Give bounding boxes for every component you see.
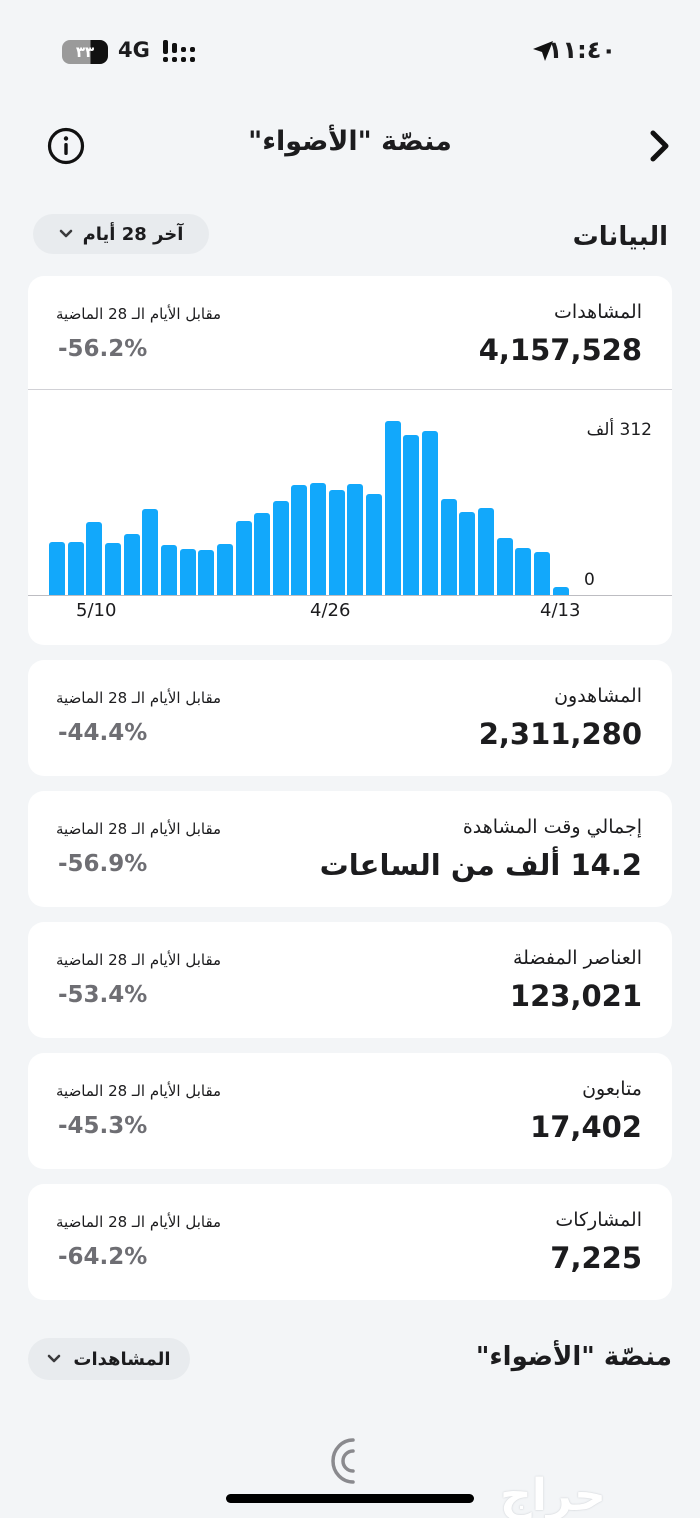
chart-bar[interactable]: [496, 538, 513, 595]
signal-icon: [163, 40, 195, 62]
chart-bar[interactable]: [67, 542, 84, 595]
chart-bar[interactable]: [272, 501, 289, 595]
chart-bar[interactable]: [347, 484, 364, 595]
compare-label: مقابل الأيام الـ 28 الماضية: [56, 689, 222, 707]
compare-label: مقابل الأيام الـ 28 الماضية: [56, 305, 222, 323]
metric-selector-button[interactable]: المشاهدات: [28, 1338, 190, 1380]
loading-spinner-icon: [331, 1438, 355, 1484]
metric-value: 4,157,528: [478, 333, 642, 367]
chart-bar[interactable]: [515, 548, 532, 595]
compare-label: مقابل الأيام الـ 28 الماضية: [56, 951, 222, 969]
x-tick-label: 5/10: [76, 600, 117, 621]
metric-card-views[interactable]: المشاهدات 4,157,528 مقابل الأيام الـ 28 …: [28, 276, 672, 645]
change-percent: -53.4%: [58, 982, 148, 1008]
status-time: ١١:٤٠: [547, 36, 616, 64]
section-title-data: البيانات: [572, 222, 668, 252]
period-selector-label: آخر 28 أيام: [82, 223, 184, 245]
chart-bar[interactable]: [477, 508, 494, 595]
chart-bar[interactable]: [235, 521, 252, 595]
metric-label: إجمالي وقت المشاهدة: [462, 816, 642, 838]
chart-bar[interactable]: [291, 485, 308, 595]
watermark-logo: حراج: [500, 1470, 606, 1518]
chart-bar[interactable]: [49, 542, 65, 595]
chart-bar[interactable]: [160, 545, 177, 595]
chart-bar[interactable]: [254, 513, 271, 595]
chart-bar[interactable]: [384, 421, 401, 595]
metric-value: 14.2 ألف من الساعات: [319, 848, 642, 882]
compare-label: مقابل الأيام الـ 28 الماضية: [56, 1082, 222, 1100]
x-tick-label: 4/26: [310, 600, 351, 621]
chart-bar[interactable]: [123, 534, 140, 595]
metric-card-followers[interactable]: متابعون 17,402 مقابل الأيام الـ 28 الماض…: [28, 1053, 672, 1169]
compare-label: مقابل الأيام الـ 28 الماضية: [56, 1213, 222, 1231]
section-title-platform: منصّة "الأضواء": [475, 1342, 672, 1372]
chart-bar[interactable]: [310, 483, 327, 595]
chart-bar[interactable]: [328, 490, 345, 595]
y-axis-max-label: 312 ألف: [586, 420, 652, 440]
chevron-down-icon: [48, 1354, 61, 1363]
network-type: 4G: [118, 38, 150, 62]
home-indicator[interactable]: [226, 1494, 474, 1503]
metric-value: 7,225: [550, 1241, 642, 1275]
metric-card-shares[interactable]: المشاركات 7,225 مقابل الأيام الـ 28 الما…: [28, 1184, 672, 1300]
change-percent: -56.2%: [58, 336, 148, 362]
metric-value: 2,311,280: [478, 717, 642, 751]
info-circle-icon[interactable]: [47, 127, 85, 165]
change-percent: -64.2%: [58, 1244, 148, 1270]
chart-bar[interactable]: [422, 431, 438, 595]
compare-label: مقابل الأيام الـ 28 الماضية: [56, 820, 222, 838]
metric-value: 17,402: [530, 1110, 642, 1144]
chart-bar[interactable]: [459, 512, 476, 595]
period-selector-button[interactable]: آخر 28 أيام: [33, 214, 209, 254]
chart-bar[interactable]: [142, 509, 159, 595]
change-percent: -56.9%: [58, 851, 148, 877]
metric-card-favorites[interactable]: العناصر المفضلة 123,021 مقابل الأيام الـ…: [28, 922, 672, 1038]
chart-bar[interactable]: [440, 499, 457, 595]
views-bar-chart[interactable]: 312 ألف 0 5/10 4/26 4/13: [28, 390, 672, 646]
change-percent: -45.3%: [58, 1113, 148, 1139]
metric-label: المشاركات: [555, 1209, 642, 1231]
metric-label: المشاهدون: [554, 685, 642, 707]
chart-bar[interactable]: [533, 552, 550, 595]
metric-selector-label: المشاهدات: [73, 1348, 171, 1370]
metric-card-viewers[interactable]: المشاهدون 2,311,280 مقابل الأيام الـ 28 …: [28, 660, 672, 776]
chart-bar[interactable]: [86, 522, 103, 595]
chart-baseline: [28, 595, 672, 596]
battery-icon: ٣٣: [62, 40, 108, 64]
metric-card-watch-time[interactable]: إجمالي وقت المشاهدة 14.2 ألف من الساعات …: [28, 791, 672, 907]
y-axis-zero-label: 0: [584, 570, 595, 590]
back-chevron-icon[interactable]: [648, 127, 672, 165]
chart-bar[interactable]: [403, 435, 420, 595]
x-tick-label: 4/13: [540, 600, 581, 621]
chart-bar[interactable]: [366, 494, 383, 595]
chart-bar[interactable]: [179, 549, 196, 595]
chart-bar[interactable]: [198, 550, 215, 595]
chevron-down-icon: [59, 229, 72, 238]
chart-bar[interactable]: [104, 543, 121, 595]
chart-bar[interactable]: [552, 587, 569, 595]
page-title: منصّة "الأضواء": [248, 126, 452, 157]
change-percent: -44.4%: [58, 720, 148, 746]
metric-label: متابعون: [582, 1078, 642, 1100]
metric-value: 123,021: [509, 979, 642, 1013]
metric-label: المشاهدات: [554, 301, 642, 323]
metric-label: العناصر المفضلة: [512, 947, 642, 969]
chart-bar[interactable]: [216, 544, 233, 595]
location-arrow-icon: [533, 41, 553, 61]
divider: [28, 389, 672, 390]
